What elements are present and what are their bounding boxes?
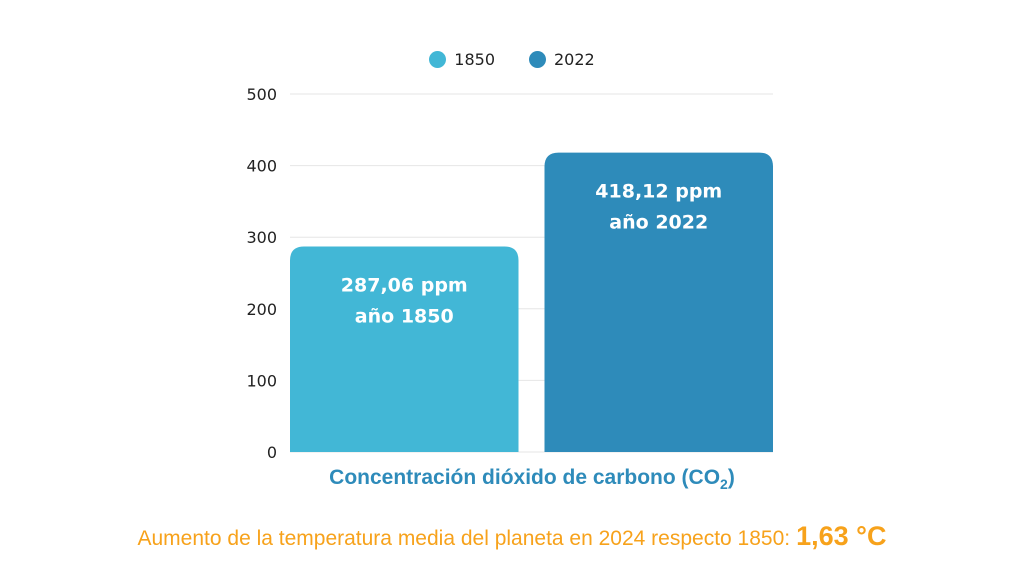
legend: 1850 2022	[0, 50, 1024, 69]
bar-data-label: 418,12 ppm	[595, 181, 722, 203]
x-axis-label: Concentración dióxido de carbono (CO2)	[287, 466, 777, 492]
legend-item-1850[interactable]: 1850	[429, 50, 495, 69]
legend-swatch	[529, 51, 546, 68]
legend-label: 2022	[554, 50, 595, 69]
legend-item-2022[interactable]: 2022	[529, 50, 595, 69]
bar-2022	[544, 152, 773, 452]
footer-note: Aumento de la temperatura media del plan…	[0, 521, 1024, 552]
bar-data-label: año 2022	[609, 212, 708, 234]
y-tick-label: 200	[246, 300, 277, 319]
y-tick-label: 0	[267, 443, 277, 462]
footer-text: Aumento de la temperatura media del plan…	[137, 527, 791, 550]
legend-label: 1850	[454, 50, 495, 69]
bar-data-label: año 1850	[355, 305, 454, 327]
x-axis-label-end: )	[727, 466, 735, 489]
bar-1850	[290, 246, 519, 452]
x-axis-label-main: Concentración dióxido de carbono (CO	[329, 466, 721, 489]
y-tick-label: 100	[246, 371, 277, 390]
y-tick-label: 300	[246, 228, 277, 247]
y-tick-label: 400	[246, 157, 277, 176]
legend-swatch	[429, 51, 447, 68]
y-tick-label: 500	[246, 85, 277, 104]
footer-value: 1,63 °C	[796, 521, 887, 551]
bar-data-label: 287,06 ppm	[341, 274, 468, 296]
x-axis-label-subscript: 2	[720, 476, 728, 493]
